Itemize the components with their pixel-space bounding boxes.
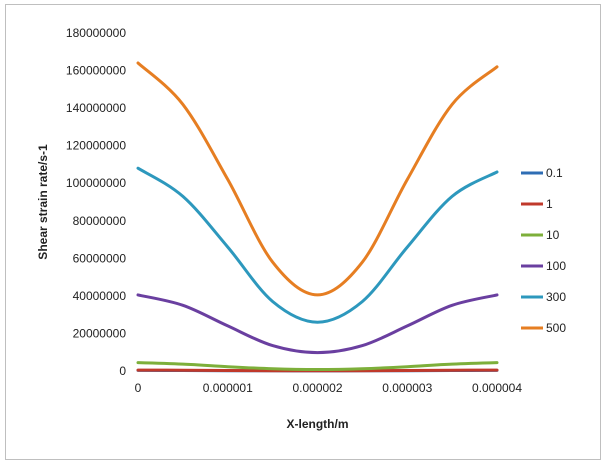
series-line-500	[136, 61, 499, 297]
x-tick-label: 0.000004	[472, 381, 522, 395]
y-tick-label: 20000000	[73, 326, 127, 340]
y-tick-label: 100000000	[66, 176, 126, 190]
y-tick-label: 160000000	[66, 64, 126, 78]
y-axis-ticks: 0 20000000 40000000 60000000 80000000 1000000…	[66, 26, 126, 378]
legend-label: 100	[546, 259, 566, 273]
series-line-100	[136, 293, 499, 355]
y-tick-label: 0	[119, 364, 126, 378]
y-tick-label: 60000000	[73, 251, 127, 265]
y-axis-title: Shear strain rate/s-1	[36, 144, 50, 260]
y-tick-label: 80000000	[73, 214, 127, 228]
legend: 0.1 1 10 100 300 500	[521, 166, 566, 335]
y-tick-label: 140000000	[66, 101, 126, 115]
legend-label: 1	[546, 197, 553, 211]
y-tick-label: 180000000	[66, 26, 126, 40]
x-tick-label: 0	[135, 381, 142, 395]
legend-label: 10	[546, 228, 560, 242]
y-tick-label: 120000000	[66, 139, 126, 153]
series-lines	[136, 61, 499, 373]
x-tick-label: 0.000002	[292, 381, 342, 395]
legend-label: 500	[546, 321, 566, 335]
legend-label: 0.1	[546, 166, 563, 180]
chart-frame	[5, 4, 601, 460]
series-line-10	[136, 361, 499, 371]
y-tick-label: 40000000	[73, 289, 127, 303]
legend-label: 300	[546, 290, 566, 304]
x-axis-ticks: 0 0.000001 0.000002 0.000003 0.000004	[135, 381, 523, 395]
x-tick-label: 0.000001	[203, 381, 253, 395]
series-line-300	[136, 166, 499, 324]
x-axis-title: X-length/m	[287, 417, 349, 431]
x-tick-label: 0.000003	[382, 381, 432, 395]
